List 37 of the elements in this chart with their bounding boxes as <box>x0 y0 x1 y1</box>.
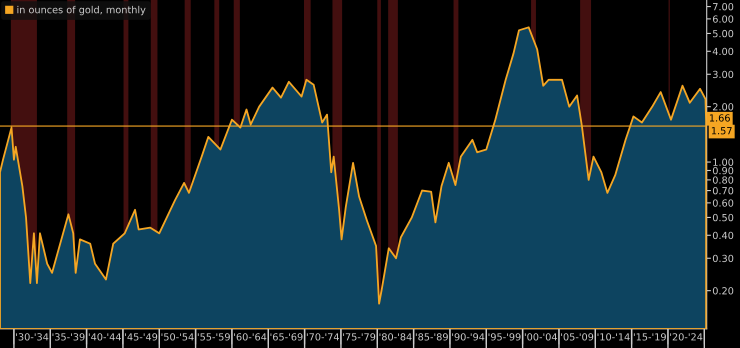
x-tick-label: '55-'59 <box>198 333 230 341</box>
y-tick-label: 0.50 <box>712 214 734 222</box>
y-tick-label: 6.00 <box>712 15 734 23</box>
x-tick-label: '15-'19 <box>634 333 666 341</box>
y-tick-label: 0.30 <box>712 254 734 262</box>
x-tick-label: '65-'69 <box>270 333 303 341</box>
y-tick-label: 0.80 <box>712 176 734 184</box>
annotation: 1.66 <box>710 114 730 122</box>
x-tick-label: '10-'14 <box>598 333 630 341</box>
y-tick-label: 3.00 <box>712 70 734 78</box>
x-tick-label: '30-'34 <box>16 333 48 341</box>
y-tick-label: 4.00 <box>712 48 734 56</box>
y-tick-label: 0.20 <box>712 287 734 294</box>
y-tick-label: 1.00 <box>713 158 734 166</box>
x-tick-label: '50-'54 <box>162 333 194 341</box>
y-tick-label: 2.00 <box>712 103 734 111</box>
y-tick-label: 5.00 <box>713 30 734 38</box>
y-tick-label: 7.00 <box>713 3 734 10</box>
x-tick-label: '05-'09 <box>561 333 594 341</box>
legend-label: in ounces of gold, monthly <box>17 6 146 16</box>
x-tick-label: '35-'39 <box>52 333 85 341</box>
x-tick-label: '20-'24 <box>670 333 702 341</box>
y-tick-label: 0.40 <box>712 232 734 240</box>
ref-line-label: 1.57 <box>712 127 732 134</box>
x-tick-label: '40-'44 <box>88 333 121 341</box>
x-tick-label: '60-'64 <box>234 333 266 341</box>
x-tick-label: '90-'94 <box>452 333 484 341</box>
x-tick-label: '70-'74 <box>306 333 340 341</box>
x-tick-label: '45-'49 <box>125 333 158 341</box>
y-tick-label: 0.60 <box>712 199 734 207</box>
x-tick-label: '95-'99 <box>488 333 521 341</box>
x-tick-label: '85-'89 <box>416 333 448 341</box>
x-tick-label: '75-'79 <box>343 333 376 341</box>
x-tick-label: '00-'04 <box>524 333 558 341</box>
y-tick-label: 0.70 <box>712 187 734 194</box>
y-tick-label: 0.90 <box>712 166 734 174</box>
x-tick-label: '80-'84 <box>380 333 412 341</box>
